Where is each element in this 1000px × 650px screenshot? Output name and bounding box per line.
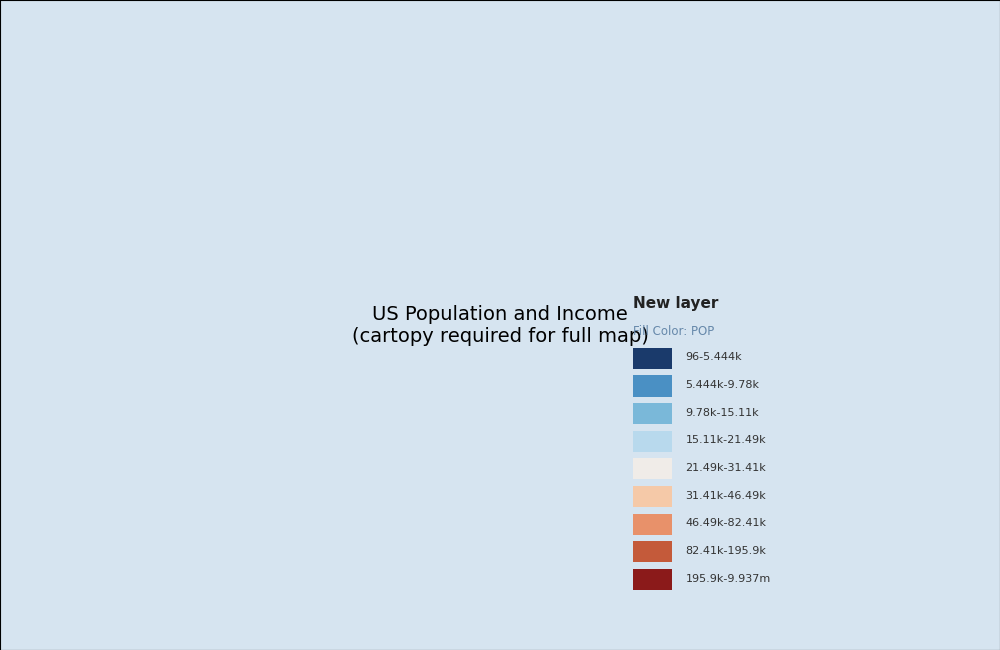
FancyBboxPatch shape [633,403,672,424]
FancyBboxPatch shape [633,486,672,507]
Text: New layer: New layer [633,296,718,311]
FancyBboxPatch shape [633,348,672,369]
Text: Fill Color: POP: Fill Color: POP [633,325,714,338]
Text: 195.9k-9.937m: 195.9k-9.937m [685,573,771,584]
FancyBboxPatch shape [633,430,672,452]
Text: US Population and Income
(cartopy required for full map): US Population and Income (cartopy requir… [352,304,648,346]
Text: 82.41k-195.9k: 82.41k-195.9k [685,546,766,556]
FancyBboxPatch shape [633,514,672,534]
Text: 46.49k-82.41k: 46.49k-82.41k [685,518,766,528]
Text: 9.78k-15.11k: 9.78k-15.11k [685,408,759,418]
FancyBboxPatch shape [633,458,672,480]
Text: 21.49k-31.41k: 21.49k-31.41k [685,463,766,473]
Text: 31.41k-46.49k: 31.41k-46.49k [685,491,766,500]
FancyBboxPatch shape [633,376,672,396]
FancyBboxPatch shape [633,569,672,590]
FancyBboxPatch shape [633,541,672,562]
Text: 15.11k-21.49k: 15.11k-21.49k [685,436,766,445]
Text: 5.444k-9.78k: 5.444k-9.78k [685,380,759,390]
Text: 96-5.444k: 96-5.444k [685,352,742,363]
